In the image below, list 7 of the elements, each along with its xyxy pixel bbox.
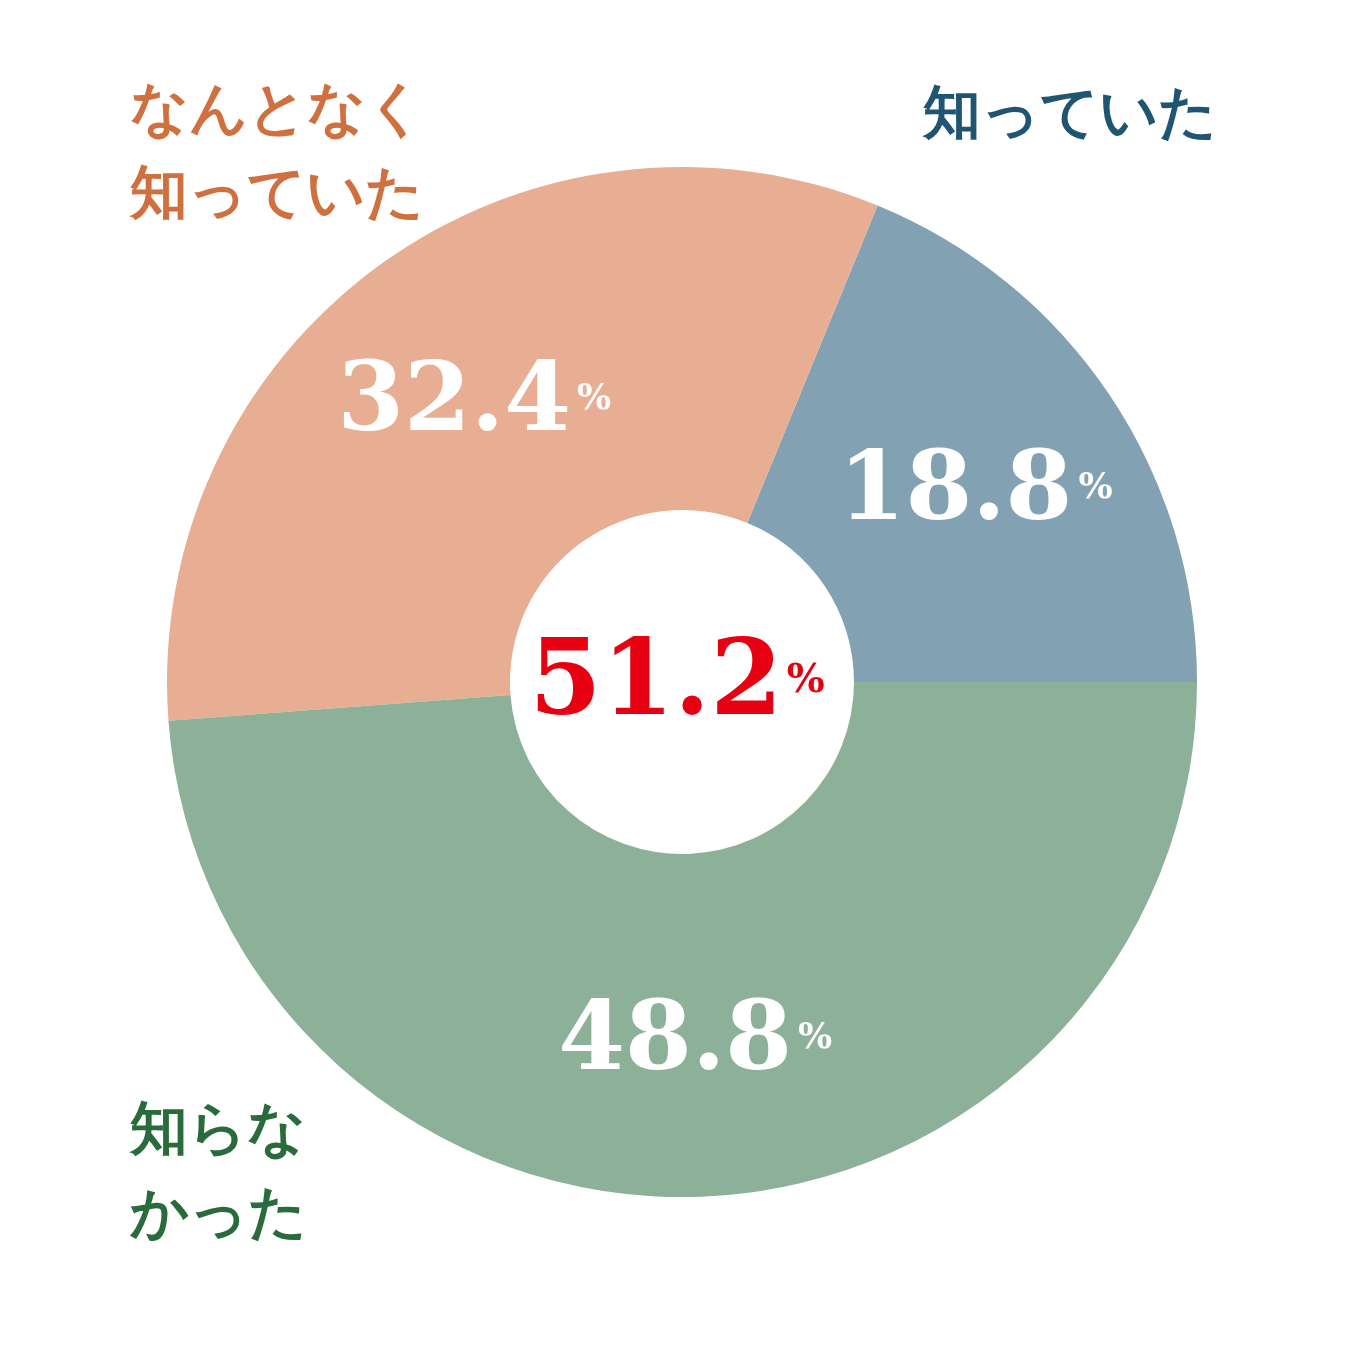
slice-label: 知っていた xyxy=(923,77,1218,148)
data-label: 48.8% xyxy=(558,978,833,1092)
slice-label: なんとなく知っていた xyxy=(130,73,426,228)
slice-label: 知らなかった xyxy=(130,1093,308,1248)
data-label: 32.4% xyxy=(337,339,612,453)
text: 51.2% xyxy=(529,615,825,739)
data-label: 18.8% xyxy=(838,428,1113,542)
